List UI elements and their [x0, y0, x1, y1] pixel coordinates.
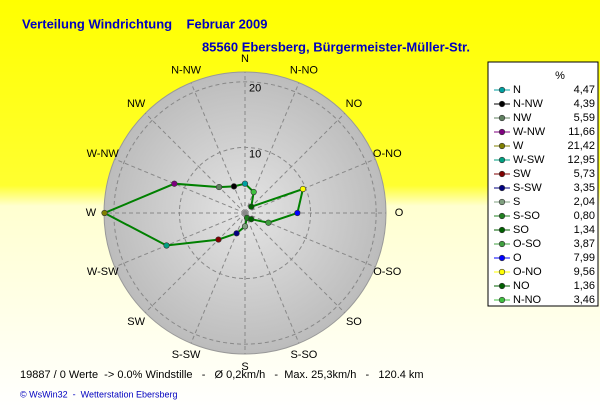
radar-point [233, 230, 240, 237]
legend-label: O-NO [513, 266, 542, 278]
spoke [114, 212, 246, 268]
direction-label: W [86, 207, 97, 219]
legend-label: NO [513, 280, 530, 292]
direction-label: O [395, 207, 404, 219]
legend-header: % [555, 70, 565, 82]
legend-marker [498, 184, 506, 192]
direction-label: N-NO [290, 65, 319, 77]
legend-marker [498, 240, 506, 248]
direction-label: SO [346, 316, 362, 328]
legend-marker [498, 100, 506, 108]
spoke [244, 212, 300, 344]
radar-point [171, 180, 178, 187]
radar-point [299, 185, 307, 193]
legend-value: 21,42 [567, 140, 595, 152]
direction-label: O-SO [373, 266, 402, 278]
radar-point [248, 203, 255, 210]
spoke [244, 112, 346, 214]
legend-label: S-SO [513, 210, 540, 222]
grid-ring [113, 81, 377, 345]
legend-value: 2,04 [574, 196, 595, 208]
legend-value: 0,80 [574, 210, 595, 222]
legend-label: O-SO [513, 238, 542, 250]
legend-marker [498, 170, 506, 178]
spoke [114, 158, 246, 214]
legend-label: S-SW [513, 182, 542, 194]
legend-label: N-NW [513, 98, 544, 110]
radar-point [294, 209, 301, 217]
radar-point [215, 183, 223, 191]
legend-marker [498, 114, 506, 122]
radar-point [265, 219, 272, 226]
radar-point [250, 188, 257, 196]
radar-point [215, 236, 222, 243]
spoke [190, 82, 246, 214]
legend-label: S [513, 196, 520, 208]
legend-label: SW [513, 168, 531, 180]
chart-title: Verteilung Windrichtung Februar 2009 [22, 16, 267, 31]
legend-value: 3,87 [574, 238, 595, 250]
direction-label: W-NW [87, 148, 120, 160]
legend-marker [498, 128, 506, 136]
direction-label: N [241, 53, 249, 65]
legend-marker [498, 254, 506, 262]
grid-ring [178, 146, 312, 280]
direction-label: N-NW [171, 65, 202, 77]
direction-label: SW [127, 316, 145, 328]
radar-point [248, 216, 255, 223]
direction-label: W-SW [87, 266, 119, 278]
spoke [244, 212, 346, 314]
legend-marker [498, 226, 506, 234]
direction-label: O-NO [373, 148, 402, 160]
legend-value: 1,34 [574, 224, 595, 236]
radar-point [101, 209, 108, 217]
legend-marker [498, 86, 506, 94]
spoke [144, 212, 246, 314]
legend-value: 9,56 [574, 266, 595, 278]
legend-marker [498, 282, 506, 290]
legend-value: 5,59 [574, 112, 595, 124]
direction-label: S-SO [290, 349, 317, 361]
legend-value: 1,36 [574, 280, 595, 292]
r-tick-label: 20 [249, 83, 261, 95]
credit: © WsWin32 - Wetterstation Ebersberg [20, 389, 178, 399]
legend-value: 11,66 [568, 126, 595, 138]
radar-point [241, 223, 249, 230]
legend-value: 12,95 [567, 154, 595, 166]
direction-label: S-SW [172, 349, 201, 361]
radar-point [230, 183, 238, 190]
spoke [244, 158, 376, 214]
chart-subtitle: 85560 Ebersberg, Bürgermeister-Müller-St… [202, 39, 470, 54]
legend-value: 3,35 [574, 182, 595, 194]
legend-marker [498, 212, 506, 220]
legend-marker [498, 142, 506, 150]
legend [487, 61, 599, 307]
legend-marker [498, 296, 506, 304]
legend-marker [498, 198, 506, 206]
legend-value: 4,39 [574, 98, 595, 110]
legend-label: N-NO [513, 294, 542, 306]
legend-label: SO [513, 224, 529, 236]
radar-point [241, 180, 249, 187]
legend-marker [498, 268, 506, 276]
spoke [144, 112, 246, 214]
r-tick-label: 10 [249, 148, 261, 160]
direction-label: S [241, 361, 248, 373]
legend-value: 3,46 [574, 294, 595, 306]
footer: 19887 / 0 Werte -> 0.0% Windstille - Ø 0… [20, 369, 424, 381]
legend-label: W [513, 140, 524, 152]
legend-marker [498, 156, 506, 164]
direction-label: NW [127, 98, 146, 110]
legend-label: O [513, 252, 522, 264]
legend-label: N [513, 84, 521, 96]
legend-value: 7,99 [574, 252, 595, 264]
legend-label: W-SW [513, 154, 545, 166]
radar-point [163, 242, 170, 249]
legend-value: 4,47 [574, 84, 595, 96]
direction-label: NO [346, 98, 363, 110]
legend-value: 5,73 [574, 168, 595, 180]
legend-label: W-NW [513, 126, 546, 138]
legend-label: NW [513, 112, 532, 124]
